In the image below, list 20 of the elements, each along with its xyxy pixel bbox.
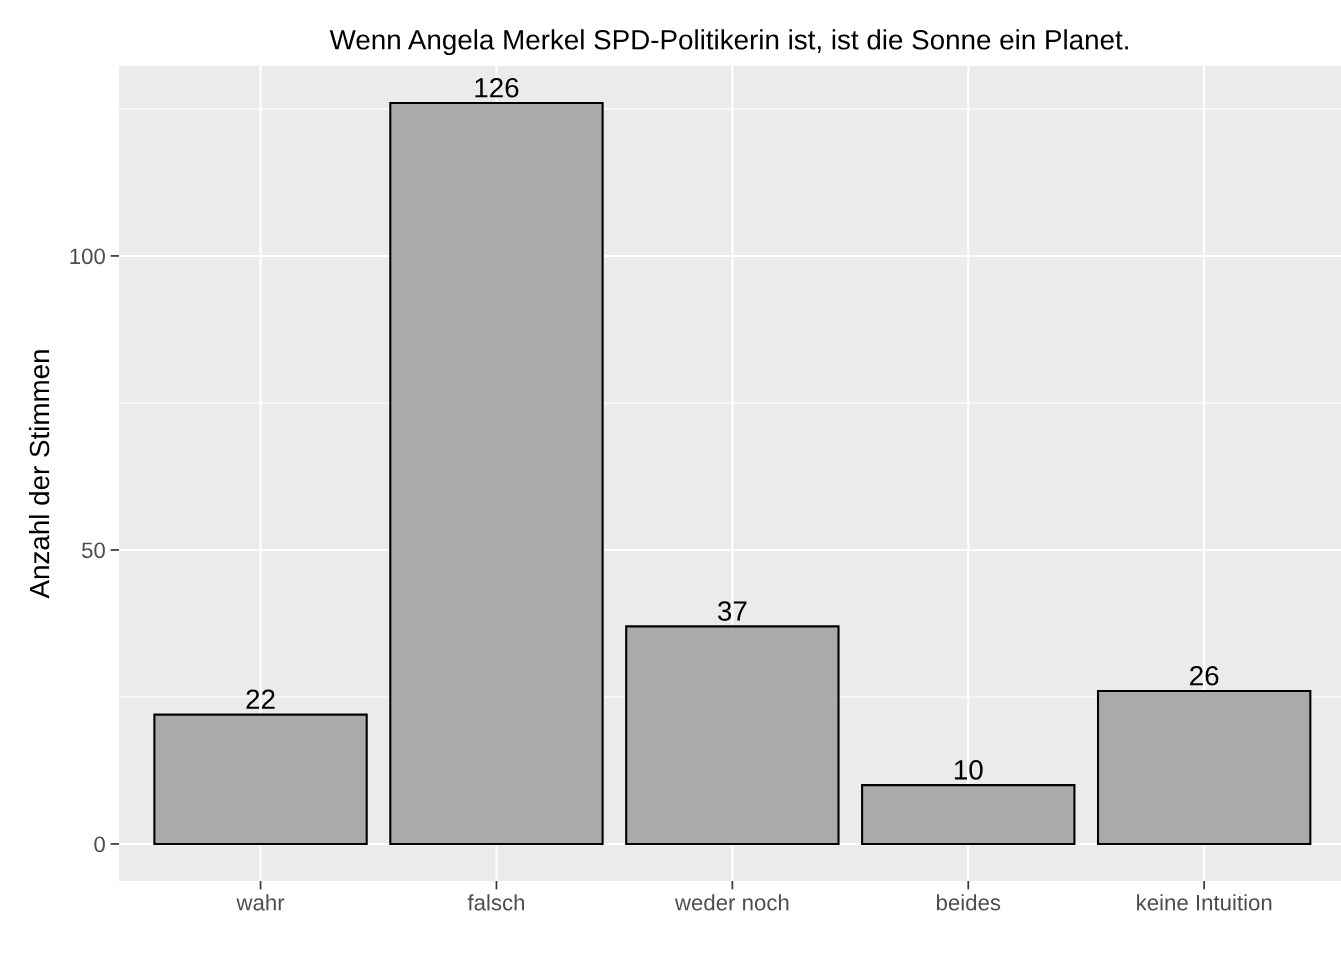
data-label: 22 [246, 689, 275, 709]
data-label: 10 [954, 759, 983, 780]
bar [861, 784, 1076, 845]
chart-title: Wenn Angela Merkel SPD-Politikerin ist, ist die Sonne ein Planet. [329, 29, 1128, 56]
data-label: 37 [717, 601, 747, 621]
bar [1096, 690, 1312, 845]
bar [153, 713, 368, 845]
x-tick-label: wahr [236, 894, 285, 911]
data-label: 126 [475, 77, 519, 98]
bar [389, 102, 604, 845]
x-tick-label: falsch [467, 894, 525, 911]
y-axis-title: Anzahl der Stimmen [28, 350, 50, 599]
x-tick-label: beides [936, 894, 1001, 911]
y-tick-label: 50 [81, 542, 105, 559]
y-tick-label: 0 [94, 836, 105, 853]
x-tick-label: weder noch [674, 894, 789, 911]
y-tick-label: 100 [70, 248, 105, 265]
x-tick-label: keine Intuition [1137, 894, 1272, 911]
data-label: 26 [1190, 665, 1219, 686]
bar [625, 625, 840, 845]
